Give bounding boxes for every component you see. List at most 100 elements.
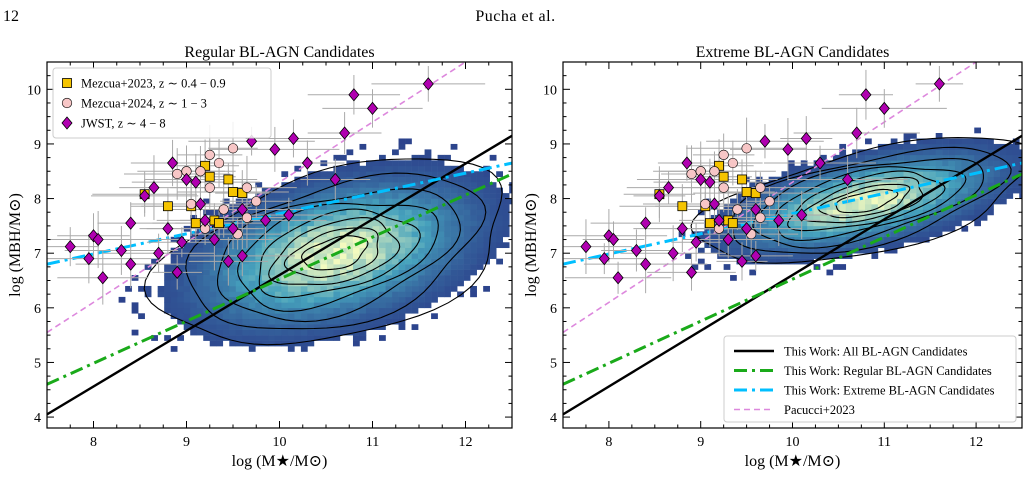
density-cell [987,165,994,172]
density-cell [444,220,451,227]
density-cell [431,214,438,221]
density-cell [392,275,399,281]
density-cell [463,236,471,243]
density-cell [463,269,471,276]
density-cell [170,313,178,320]
ticks [46,61,513,428]
density-cell [916,171,924,178]
density-cell [800,242,808,249]
density-cell [352,302,360,309]
density-cell [942,225,949,232]
density-cell [922,176,930,183]
density-cell [832,264,840,270]
density-cell [405,285,412,292]
density-cell [248,313,256,320]
density-cell [294,291,302,298]
y-tick-label: 8 [550,193,557,208]
density-cell [411,275,419,281]
density-cell [392,209,399,216]
density-cell [242,302,250,309]
density-cell [890,242,898,249]
density-cell [359,258,367,265]
density-cell [910,225,917,232]
density-cell [845,231,853,238]
density-cell [877,171,885,178]
jwst-point [287,131,299,146]
density-cell [483,182,490,188]
density-cell [379,220,386,227]
density-cell [385,313,393,320]
density-cell [897,154,904,161]
density-cell [437,242,445,249]
density-cell [229,275,237,281]
density-cell [489,154,497,161]
density-cell [987,143,994,150]
density-cell [411,165,419,172]
density-cell [948,165,956,172]
density-cell [418,253,425,259]
jwst-point [796,208,808,222]
density-cell [222,269,230,276]
density-cell [242,242,250,249]
density-cell [411,280,419,287]
density-cell [274,269,282,276]
density-cell [229,318,237,325]
density-cell [203,313,211,320]
density-cell [775,187,782,194]
density-cell [723,242,731,249]
density-cell [437,291,445,298]
jwst-point [878,101,890,116]
density-cell [216,329,224,336]
density-cell [190,275,198,281]
density-cell [742,247,750,254]
density-cell [935,165,943,172]
density-cell [730,242,737,249]
density-cell [300,236,308,243]
density-cell [294,253,302,259]
density-cell [730,275,737,281]
density-cell [437,171,445,178]
density-cell [470,236,477,243]
density-cell [392,280,399,287]
density-cell [379,302,386,309]
density-cell [813,198,821,205]
mezcua2024-point [241,212,253,223]
density-cell [463,171,471,178]
density-cell [929,143,937,150]
jwst-point [607,232,620,247]
density-cell [974,154,981,161]
density-cell [476,242,484,249]
density-cell [922,154,930,161]
density-cell [871,220,879,227]
density-cell [281,302,289,309]
density-cell [177,318,185,325]
density-cell [326,264,334,270]
density-cell [496,220,503,227]
density-cell [313,329,321,336]
density-cell [839,253,847,259]
density-cell [489,225,497,232]
density-cell [294,182,302,188]
density-cell [131,329,139,336]
y-tick-label: 9 [34,138,41,153]
density-cell [845,187,853,194]
density-cell [203,329,211,336]
density-cell [897,204,904,210]
density-cell [222,285,230,292]
density-cell [890,231,898,238]
density-cell [807,231,814,238]
density-cell [300,335,308,341]
density-cell [411,253,419,259]
density-cell [294,258,302,265]
mezcua2024-point [204,149,215,160]
density-cell [352,264,360,270]
density-cell [339,165,347,172]
density-cell [320,171,328,178]
all-bl-agn-fit [47,134,512,416]
density-cell [379,269,386,276]
density-cell [242,285,250,292]
density-cell [476,204,484,210]
density-cell [222,324,230,330]
density-cell [897,236,904,243]
